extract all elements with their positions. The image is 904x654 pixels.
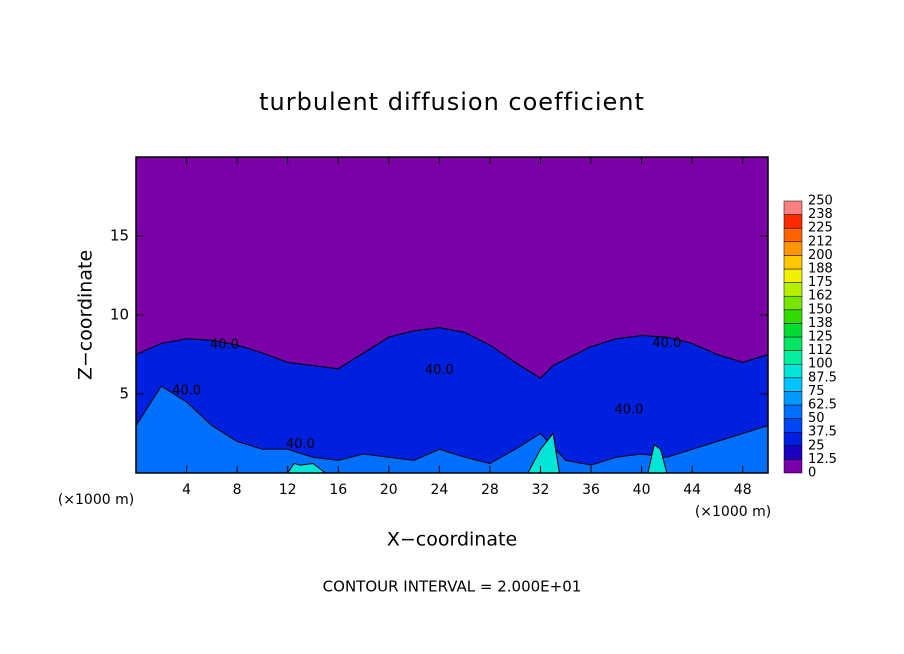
colorbar-box	[783, 445, 803, 460]
colorbar-label: 25	[808, 438, 825, 453]
x-tick-label: 16	[329, 482, 347, 498]
x-tick-label: 48	[734, 482, 752, 498]
x-tick-label: 36	[582, 482, 600, 498]
colorbar-box	[783, 214, 803, 229]
colorbar-box	[783, 227, 803, 243]
x-tick-label: 20	[380, 482, 398, 498]
colorbar-label: 212	[808, 234, 833, 249]
colorbar-box	[783, 377, 803, 392]
colorbar-label: 112	[808, 343, 833, 358]
x-axis-label: X−coordinate	[387, 529, 517, 551]
colorbar-label: 162	[808, 289, 833, 304]
colorbar-box	[783, 268, 803, 283]
colorbar-box	[783, 336, 803, 351]
x-tick-label: 8	[233, 482, 242, 498]
colorbar-box	[783, 418, 803, 433]
y-tick-label: 15	[110, 227, 129, 245]
chart-title: turbulent diffusion coefficient	[259, 88, 645, 116]
contour-label: 40.0	[425, 363, 454, 378]
contour-label: 40.0	[286, 437, 315, 452]
colorbar-label: 138	[808, 316, 833, 331]
colorbar-label: 250	[808, 194, 833, 209]
contour-fill	[135, 385, 769, 474]
contour-label: 40.0	[614, 402, 643, 417]
colorbar-box	[783, 350, 803, 365]
colorbar-box	[783, 282, 803, 297]
y-axis-label: Z−coordinate	[75, 250, 97, 380]
colorbar-label: 175	[808, 275, 833, 290]
contour-fill	[286, 432, 668, 474]
colorbar-label: 50	[808, 411, 825, 426]
colorbar-label: 100	[808, 357, 833, 372]
colorbar-label: 200	[808, 248, 833, 263]
footer: CONTOUR INTERVAL = 2.000E+01	[323, 578, 582, 596]
colorbar-label: 12.5	[808, 452, 837, 467]
colorbar-box	[783, 295, 803, 311]
colorbar-box	[783, 431, 803, 447]
colorbar-label: 75	[808, 384, 825, 399]
x-tick-label: 44	[683, 482, 701, 498]
x-tick-label: 28	[481, 482, 499, 498]
colorbar-label: 238	[808, 207, 833, 222]
contour-fill	[135, 327, 769, 474]
x-unit-label: (×1000 m)	[58, 492, 134, 508]
colorbar-label: 150	[808, 302, 833, 317]
colorbar-label: 125	[808, 330, 833, 345]
colorbar-label: 87.5	[808, 370, 837, 385]
contour-label: 40.0	[652, 336, 681, 351]
colorbar-box	[783, 404, 803, 419]
colorbar-box	[783, 323, 803, 338]
x-unit-label: (×1000 m)	[695, 504, 771, 520]
colorbar-box	[783, 363, 803, 379]
colorbar-box	[783, 309, 803, 324]
y-tick-label: 10	[110, 306, 129, 324]
x-tick-label: 4	[182, 482, 191, 498]
colorbar-box	[783, 459, 803, 474]
colorbar-box	[783, 391, 803, 406]
x-tick-label: 12	[279, 482, 297, 498]
y-tick-label: 5	[119, 385, 129, 403]
colorbar-label: 188	[808, 262, 833, 277]
contour-label: 40.0	[210, 338, 239, 353]
x-tick-label: 24	[430, 482, 448, 498]
colorbar-label: 225	[808, 221, 833, 236]
colorbar-box	[783, 241, 803, 256]
x-tick-label: 32	[532, 482, 550, 498]
colorbar-label: 62.5	[808, 398, 837, 413]
colorbar-label: 37.5	[808, 425, 837, 440]
colorbar-box	[783, 255, 803, 270]
colorbar-box	[783, 200, 803, 215]
colorbar-label: 0	[808, 466, 816, 481]
contour-label: 40.0	[172, 383, 201, 398]
x-tick-label: 40	[633, 482, 651, 498]
